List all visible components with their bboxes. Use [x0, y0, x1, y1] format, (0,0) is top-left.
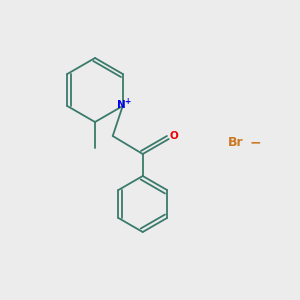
Text: Br: Br [228, 136, 244, 148]
Text: N: N [117, 100, 126, 110]
Text: O: O [169, 131, 178, 141]
Text: +: + [124, 97, 131, 106]
Text: −: − [250, 135, 262, 149]
